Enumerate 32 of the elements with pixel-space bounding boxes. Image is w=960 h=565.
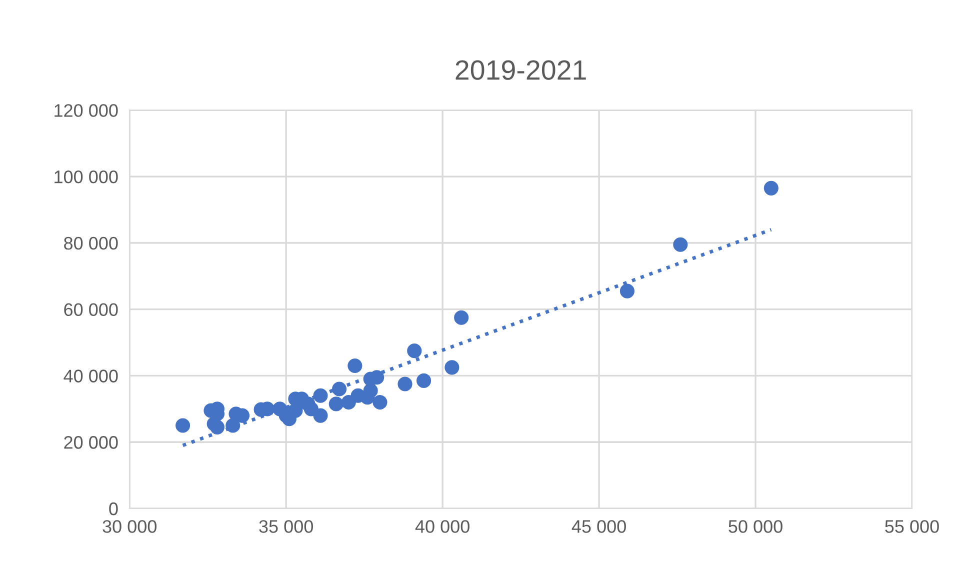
- point: [328, 396, 344, 412]
- point: [313, 408, 328, 423]
- y-tick-label: 80 000: [64, 236, 118, 250]
- point: [363, 383, 378, 398]
- x-tick-label: 35 000: [259, 520, 313, 533]
- x-tick-label: 55 000: [885, 520, 939, 533]
- point: [416, 373, 432, 388]
- point: [313, 388, 328, 403]
- point: [764, 180, 778, 196]
- x-tick-label: 30 000: [102, 520, 157, 533]
- y-tick-label: 40 000: [64, 370, 118, 382]
- point: [226, 418, 240, 433]
- point: [332, 382, 347, 396]
- y-tick-label: 120 000: [54, 104, 118, 117]
- y-tick-label: 0: [109, 502, 118, 516]
- chart-title: 2019-2021: [456, 60, 586, 80]
- y-tick-label: 60 000: [64, 303, 118, 316]
- y-tick-label: 100 000: [54, 170, 118, 184]
- point: [454, 310, 469, 325]
- point: [372, 394, 388, 410]
- point: [176, 418, 190, 433]
- point: [210, 420, 225, 434]
- x-tick-label: 50 000: [728, 520, 782, 533]
- point: [398, 376, 412, 392]
- point: [620, 284, 634, 298]
- y-tick-label: 20 000: [64, 436, 118, 449]
- point: [407, 344, 422, 358]
- point: [673, 237, 688, 252]
- point: [348, 358, 362, 374]
- x-tick-label: 45 000: [572, 520, 626, 533]
- x-tick-label: 40 000: [415, 520, 470, 533]
- point: [444, 360, 460, 375]
